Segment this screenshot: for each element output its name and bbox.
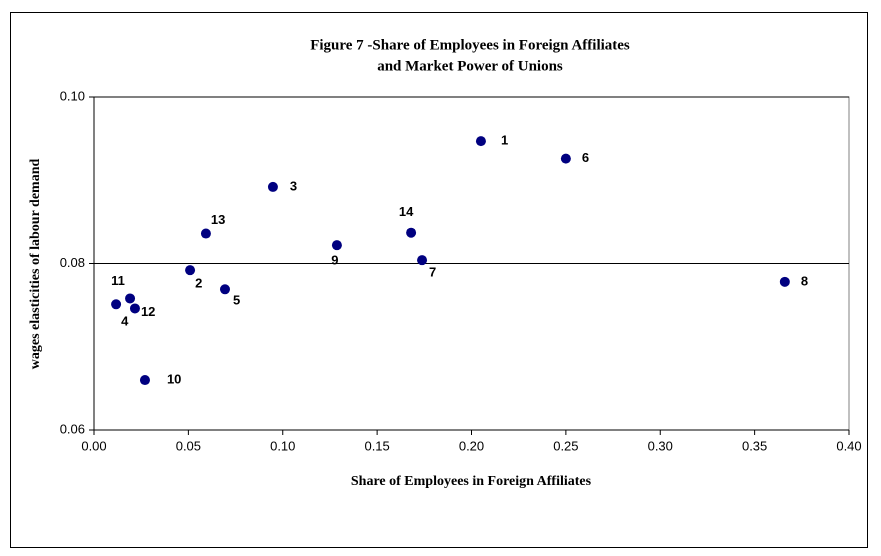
x-tick-label: 0.20 (459, 438, 484, 453)
point-label: 14 (399, 204, 414, 219)
point (139, 375, 150, 386)
point-label: 5 (233, 293, 240, 308)
x-axis-label: Share of Employees in Foreign Affiliates (351, 474, 592, 489)
point-label: 2 (195, 276, 202, 291)
x-tick-label: 0.25 (553, 438, 578, 453)
y-axis-label: wages elasticities of labour demand (28, 159, 43, 370)
point (417, 255, 428, 266)
point-label: 13 (211, 212, 225, 227)
point (779, 276, 790, 287)
point (125, 293, 136, 304)
x-tick-label: 0.10 (270, 438, 295, 453)
x-tick-label: 0.05 (176, 438, 201, 453)
x-tick-label: 0.30 (648, 438, 673, 453)
x-tick-label: 0.15 (364, 438, 389, 453)
point (111, 299, 122, 310)
point (129, 303, 140, 314)
point-label: 4 (121, 314, 129, 329)
point (475, 136, 486, 147)
y-tick-label: 0.06 (60, 421, 85, 436)
point-label: 10 (167, 371, 181, 386)
point-label: 12 (141, 304, 155, 319)
point-label: 7 (429, 265, 436, 280)
chart-title: Figure 7 -Share of Employees in Foreign … (310, 37, 630, 53)
point-label: 6 (582, 150, 589, 165)
y-tick-label: 0.10 (60, 88, 85, 103)
point (267, 181, 278, 192)
x-tick-label: 0.35 (742, 438, 767, 453)
point (185, 265, 196, 276)
y-tick-label: 0.08 (60, 255, 85, 270)
point (331, 240, 342, 251)
point (406, 227, 417, 238)
x-tick-label: 0.00 (81, 438, 106, 453)
point (219, 284, 230, 295)
x-tick-label: 0.40 (836, 438, 861, 453)
point-label: 1 (501, 133, 508, 148)
point-label: 8 (801, 273, 808, 288)
point-label: 11 (111, 273, 125, 288)
point-label: 3 (290, 178, 297, 193)
point (200, 228, 211, 239)
point (560, 153, 571, 164)
chart-title: and Market Power of Unions (377, 58, 563, 74)
point-label: 9 (331, 253, 338, 268)
